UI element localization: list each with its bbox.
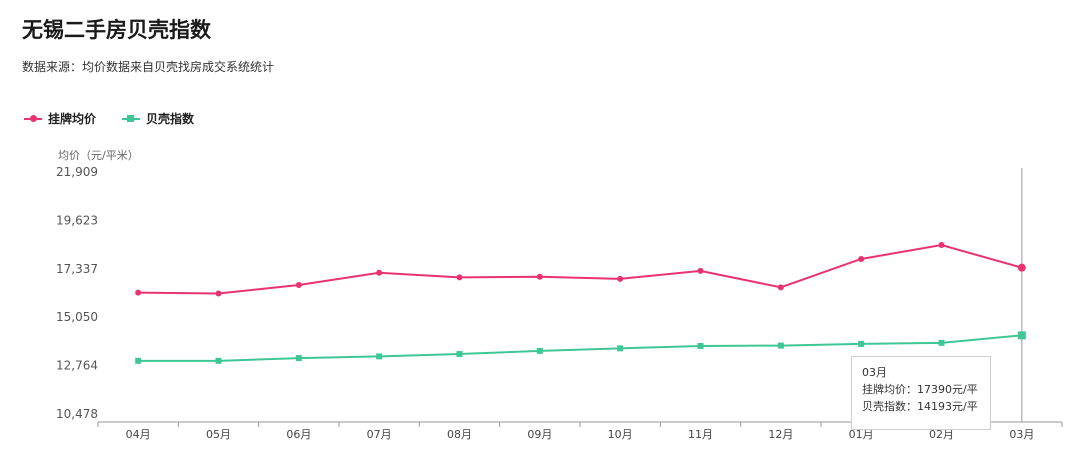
legend-square-marker-icon [122,114,141,122]
x-tick-label: 07月 [367,428,392,441]
data-point-index [215,357,222,364]
data-point-listing [456,274,463,281]
x-tick-label: 01月 [849,428,874,441]
legend-label-index: 贝壳指数 [146,112,195,126]
data-point-listing [697,267,704,274]
data-point-index [938,339,945,346]
data-point-index [777,342,784,349]
y-tick-label: 19,623 [56,213,98,227]
data-point-index [135,357,142,364]
series-line-index [138,334,1022,362]
x-tick-label: 12月 [768,428,793,441]
data-point-listing [938,242,945,249]
legend: 挂牌均价 贝壳指数 [24,110,194,127]
legend-item-listing[interactable]: 挂牌均价 [24,110,96,127]
x-tick-label: 02月 [929,428,954,441]
chart-title: 无锡二手房贝壳指数 [22,18,211,42]
data-point-index [536,347,543,354]
chart-subtitle: 数据来源：均价数据来自贝壳找房成交系统统计 [22,60,275,74]
data-point-listing [135,289,142,296]
data-point-index [456,351,463,358]
data-point-listing [215,290,222,297]
tooltip-month: 03月 [862,366,887,379]
legend-label-listing: 挂牌均价 [48,112,97,126]
hover-tooltip: 03月 挂牌均价：17390元/平 贝壳指数：14193元/平 [851,356,991,430]
x-tick-label: 09月 [527,428,552,441]
data-point-index [697,343,704,350]
y-axis-label: 均价（元/平米） [58,149,139,162]
data-point-listing [376,269,383,276]
legend-item-index[interactable]: 贝壳指数 [122,110,194,127]
x-tick-label: 06月 [286,428,311,441]
data-point-listing [617,275,624,282]
x-tick-label: 03月 [1009,428,1034,441]
data-point-listing [858,255,865,262]
data-point-index [858,340,865,347]
y-tick-label: 17,337 [56,262,98,276]
legend-circle-marker-icon [24,114,42,122]
x-tick-label: 11月 [688,428,713,441]
data-point-index [617,345,624,352]
x-tick-label: 08月 [447,428,472,441]
x-tick-label: 10月 [608,428,633,441]
data-point-index [295,355,302,362]
data-point-index [376,353,383,360]
tooltip-index-value: 贝壳指数：14193元/平 [862,400,978,413]
data-point-index [1017,331,1026,340]
tooltip-listing-value: 挂牌均价：17390元/平 [862,383,978,396]
x-tick-label: 05月 [206,428,231,441]
data-point-listing [295,282,302,289]
x-tick-label: 04月 [126,428,151,441]
y-tick-label: 10,478 [56,407,98,421]
y-tick-label: 21,909 [56,165,98,179]
data-point-listing [1017,263,1026,272]
series-line-listing [138,243,1023,295]
data-point-listing [536,273,543,280]
y-tick-label: 15,050 [56,310,98,324]
data-point-listing [777,284,784,291]
y-tick-label: 12,764 [56,359,98,373]
